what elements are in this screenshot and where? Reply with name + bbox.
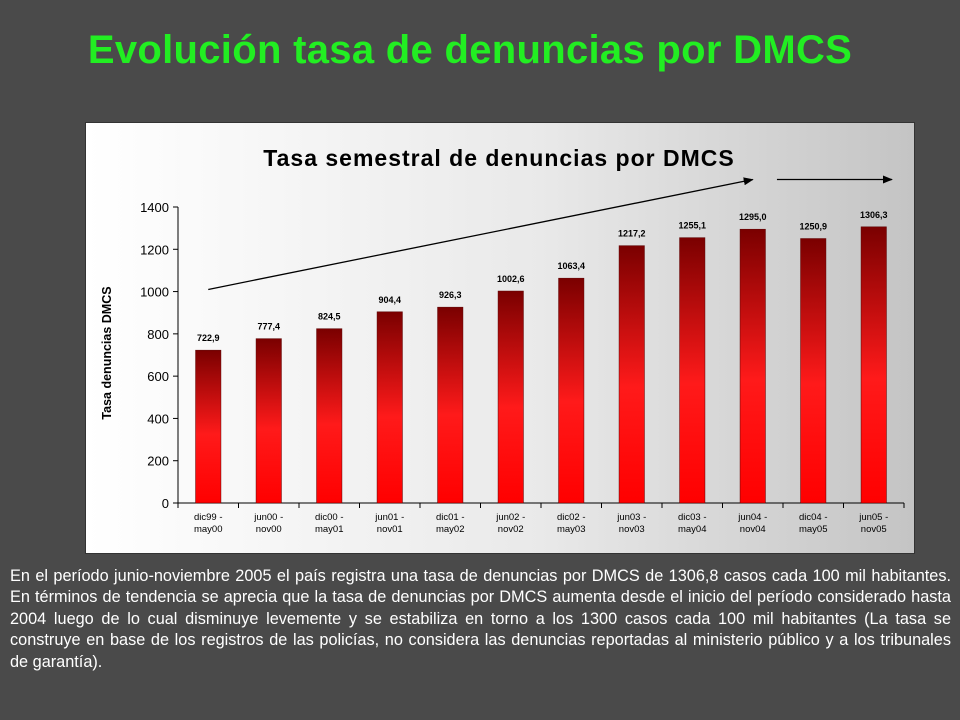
slide-title: Evolución tasa de denuncias por DMCS xyxy=(87,28,853,72)
data-label: 1002,6 xyxy=(497,274,525,284)
bar xyxy=(860,226,887,504)
x-tick-label-line: may00 xyxy=(194,524,223,535)
chart-title: Tasa semestral de denuncias por DMCS xyxy=(263,145,734,171)
x-tick-label: jun04 -nov04 xyxy=(737,512,767,535)
data-label: 722,9 xyxy=(197,333,220,343)
x-tick-label-line: dic04 - xyxy=(799,512,828,523)
data-label: 824,5 xyxy=(318,312,341,322)
x-tick-label: jun00 -nov00 xyxy=(253,512,283,535)
y-tick-label: 400 xyxy=(147,411,169,426)
bar xyxy=(497,290,524,504)
x-tick-label-line: jun05 - xyxy=(858,512,888,523)
x-tick-label-line: dic02 - xyxy=(557,512,586,523)
x-tick-label-line: jun04 - xyxy=(737,512,767,523)
x-tick-label: dic00 -may01 xyxy=(315,512,344,535)
bar xyxy=(739,228,766,504)
chart-axes: 0 200 400 600 800 1000 1200 1400 dic99 -may00 jun… xyxy=(140,200,905,535)
bar xyxy=(800,238,827,504)
y-tick-label: 1000 xyxy=(140,285,169,300)
bar xyxy=(618,245,645,504)
x-tick-label-line: may04 xyxy=(678,524,707,535)
y-tick-label: 1200 xyxy=(140,242,169,257)
x-tick-label: dic04 -may05 xyxy=(799,512,828,535)
x-tick-label: jun05 -nov05 xyxy=(858,512,888,535)
x-tick-label-line: jun01 - xyxy=(374,512,404,523)
bar xyxy=(437,306,464,504)
trend-annotations xyxy=(208,175,893,291)
x-tick-label-line: may02 xyxy=(436,524,465,535)
chart-panel: Tasa semestral de denuncias por DMCS Tas… xyxy=(85,122,915,554)
x-tick-label-line: jun02 - xyxy=(495,512,525,523)
x-tick-label-line: nov04 xyxy=(740,524,766,535)
trend-arrow xyxy=(208,177,754,291)
bar xyxy=(376,311,403,504)
bar-chart: Tasa semestral de denuncias por DMCS Tas… xyxy=(100,145,905,535)
bar-series: 722,9 777,4 824,5 904,4 926,3 1002,6 1063,4 121… xyxy=(195,210,888,504)
bar xyxy=(316,328,343,504)
x-tick-label-line: dic00 - xyxy=(315,512,344,523)
y-tick-label: 200 xyxy=(147,454,169,469)
bar xyxy=(195,349,222,504)
x-tick-label: jun03 -nov03 xyxy=(616,512,646,535)
y-tick-label: 0 xyxy=(162,496,169,511)
x-tick-label: jun01 -nov01 xyxy=(374,512,404,535)
x-tick-label: dic03 -may04 xyxy=(678,512,707,535)
x-tick-label-line: nov01 xyxy=(377,524,403,535)
data-label: 1295,0 xyxy=(739,212,767,222)
bar xyxy=(679,237,706,504)
x-tick-label-line: may05 xyxy=(799,524,828,535)
x-tick-label-line: nov00 xyxy=(256,524,282,535)
bar xyxy=(558,277,585,504)
data-label: 1063,4 xyxy=(557,261,585,271)
bar xyxy=(255,338,282,504)
x-tick-label: jun02 -nov02 xyxy=(495,512,525,535)
x-tick-label-line: jun00 - xyxy=(253,512,283,523)
x-tick-label-line: may03 xyxy=(557,524,586,535)
x-tick-label-line: may01 xyxy=(315,524,344,535)
data-label: 1250,9 xyxy=(799,222,827,232)
y-tick-label: 800 xyxy=(147,327,169,342)
x-tick-label: dic01 -may02 xyxy=(436,512,465,535)
x-tick-label: dic02 -may03 xyxy=(557,512,586,535)
y-tick-label: 600 xyxy=(147,369,169,384)
data-label: 1306,3 xyxy=(860,210,888,220)
description-paragraph: En el período junio-noviembre 2005 el pa… xyxy=(10,567,951,671)
x-tick-label-line: dic03 - xyxy=(678,512,707,523)
x-tick-label-line: nov03 xyxy=(619,524,645,535)
data-label: 1217,2 xyxy=(618,229,646,239)
x-tick-label-line: nov02 xyxy=(498,524,524,535)
data-label: 926,3 xyxy=(439,290,462,300)
x-tick-label-line: nov05 xyxy=(861,524,887,535)
data-label: 1255,1 xyxy=(678,221,706,231)
y-axis-label: Tasa denuncias DMCS xyxy=(100,286,114,419)
x-tick-label-line: dic01 - xyxy=(436,512,465,523)
x-tick-label-line: dic99 - xyxy=(194,512,223,523)
x-tick-label: dic99 -may00 xyxy=(194,512,223,535)
data-label: 904,4 xyxy=(378,295,401,305)
x-tick-label-line: jun03 - xyxy=(616,512,646,523)
data-label: 777,4 xyxy=(257,322,280,332)
y-tick-label: 1400 xyxy=(140,200,169,215)
